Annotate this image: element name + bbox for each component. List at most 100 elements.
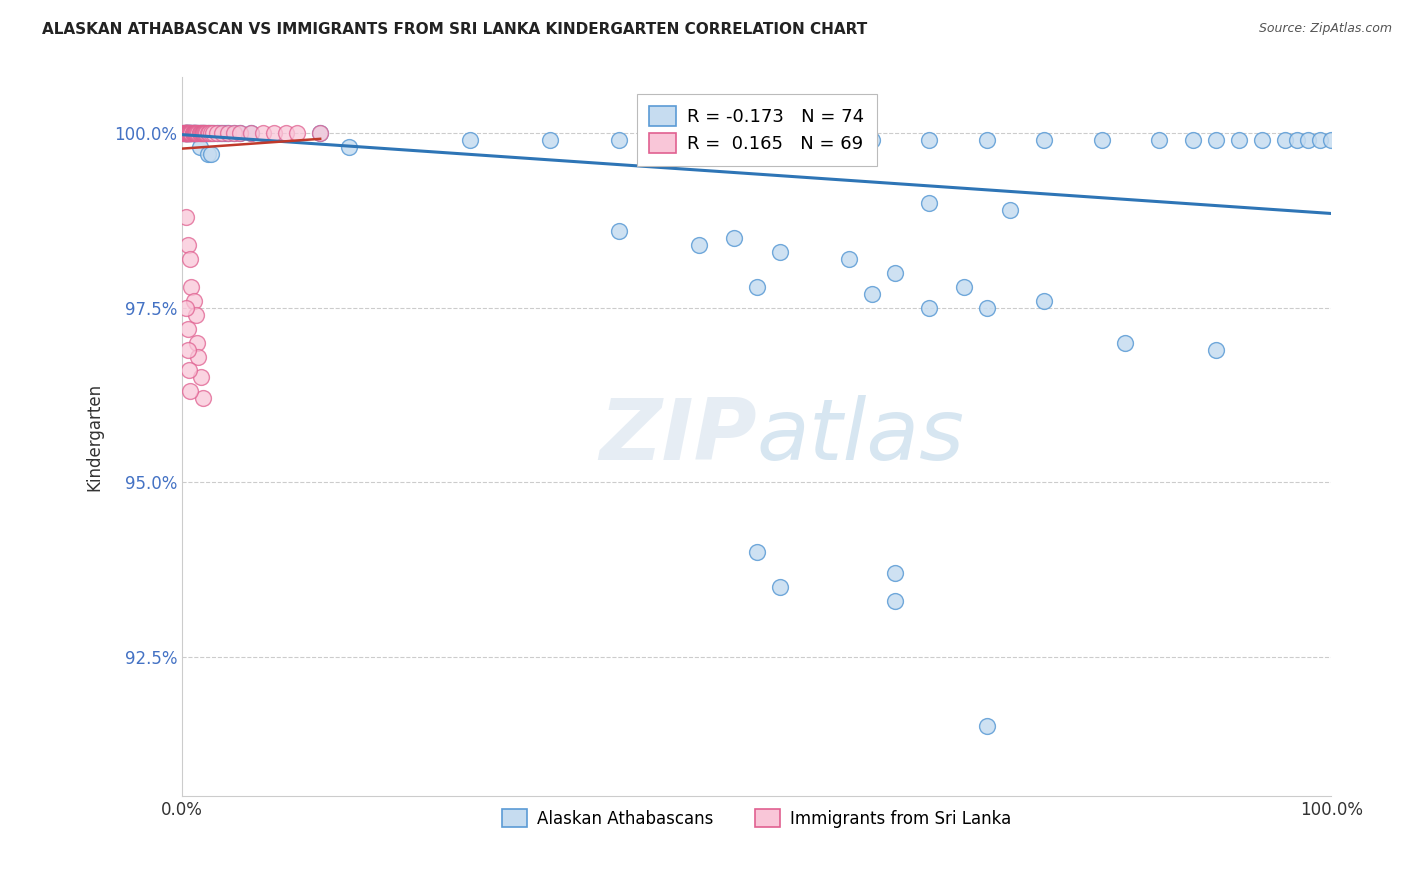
Point bbox=[209, 126, 232, 140]
Point bbox=[194, 126, 217, 140]
Point bbox=[188, 126, 211, 140]
Point bbox=[174, 210, 197, 224]
Point bbox=[184, 126, 207, 140]
Point bbox=[184, 126, 207, 140]
Point bbox=[173, 126, 195, 140]
Point bbox=[190, 126, 212, 140]
Point bbox=[184, 126, 207, 140]
Point bbox=[215, 126, 238, 140]
Point bbox=[204, 126, 226, 140]
Point bbox=[688, 133, 710, 147]
Point bbox=[177, 238, 200, 252]
Point bbox=[179, 126, 201, 140]
Point bbox=[174, 301, 197, 315]
Point bbox=[883, 593, 905, 607]
Point bbox=[179, 126, 201, 140]
Point bbox=[191, 126, 214, 140]
Point bbox=[723, 231, 745, 245]
Point bbox=[337, 140, 360, 154]
Point bbox=[1309, 133, 1331, 147]
Point bbox=[918, 196, 941, 211]
Point bbox=[229, 126, 252, 140]
Point bbox=[193, 126, 215, 140]
Point bbox=[174, 126, 197, 140]
Point bbox=[688, 238, 710, 252]
Point bbox=[186, 335, 208, 350]
Point bbox=[918, 133, 941, 147]
Point bbox=[976, 719, 998, 733]
Point bbox=[252, 126, 274, 140]
Point bbox=[183, 126, 205, 140]
Point bbox=[745, 279, 768, 293]
Point bbox=[183, 126, 205, 140]
Point bbox=[838, 252, 860, 266]
Point bbox=[176, 126, 198, 140]
Point bbox=[176, 126, 198, 140]
Point bbox=[860, 286, 883, 301]
Point bbox=[1251, 133, 1274, 147]
Point bbox=[212, 126, 235, 140]
Point bbox=[217, 126, 239, 140]
Point bbox=[538, 133, 561, 147]
Point bbox=[181, 126, 204, 140]
Point bbox=[240, 126, 263, 140]
Point bbox=[179, 126, 201, 140]
Point bbox=[1147, 133, 1170, 147]
Point bbox=[180, 126, 202, 140]
Point bbox=[458, 133, 481, 147]
Point bbox=[803, 133, 825, 147]
Point bbox=[172, 126, 194, 140]
Point bbox=[1033, 133, 1056, 147]
Point bbox=[184, 126, 207, 140]
Point bbox=[769, 580, 792, 594]
Point bbox=[191, 392, 214, 406]
Point bbox=[176, 126, 198, 140]
Point bbox=[190, 126, 212, 140]
Point bbox=[176, 126, 198, 140]
Point bbox=[174, 126, 197, 140]
Point bbox=[172, 126, 194, 140]
Point bbox=[263, 126, 285, 140]
Point bbox=[998, 202, 1021, 217]
Point bbox=[1114, 335, 1136, 350]
Point bbox=[205, 126, 228, 140]
Point bbox=[976, 133, 998, 147]
Point bbox=[177, 321, 200, 335]
Point bbox=[181, 126, 204, 140]
Point bbox=[191, 126, 214, 140]
Point bbox=[174, 126, 197, 140]
Point bbox=[177, 126, 200, 140]
Text: Source: ZipAtlas.com: Source: ZipAtlas.com bbox=[1258, 22, 1392, 36]
Point bbox=[195, 126, 218, 140]
Point bbox=[205, 126, 228, 140]
Point bbox=[1182, 133, 1205, 147]
Point bbox=[187, 350, 209, 364]
Point bbox=[179, 126, 201, 140]
Text: ALASKAN ATHABASCAN VS IMMIGRANTS FROM SRI LANKA KINDERGARTEN CORRELATION CHART: ALASKAN ATHABASCAN VS IMMIGRANTS FROM SR… bbox=[42, 22, 868, 37]
Point bbox=[217, 126, 239, 140]
Point bbox=[274, 126, 297, 140]
Point bbox=[190, 370, 212, 384]
Point bbox=[179, 126, 201, 140]
Point bbox=[952, 279, 974, 293]
Point bbox=[191, 126, 214, 140]
Point bbox=[197, 126, 219, 140]
Point bbox=[745, 545, 768, 559]
Point bbox=[180, 126, 202, 140]
Point bbox=[174, 126, 197, 140]
Point bbox=[222, 126, 245, 140]
Point bbox=[173, 126, 195, 140]
Point bbox=[187, 126, 209, 140]
Point bbox=[240, 126, 263, 140]
Point bbox=[198, 126, 221, 140]
Point bbox=[1090, 133, 1112, 147]
Point bbox=[191, 126, 214, 140]
Point bbox=[188, 126, 211, 140]
Legend: Alaskan Athabascans, Immigrants from Sri Lanka: Alaskan Athabascans, Immigrants from Sri… bbox=[495, 803, 1018, 835]
Point bbox=[976, 301, 998, 315]
Point bbox=[179, 126, 201, 140]
Point bbox=[181, 126, 204, 140]
Point bbox=[180, 126, 202, 140]
Point bbox=[177, 126, 200, 140]
Point bbox=[179, 126, 201, 140]
